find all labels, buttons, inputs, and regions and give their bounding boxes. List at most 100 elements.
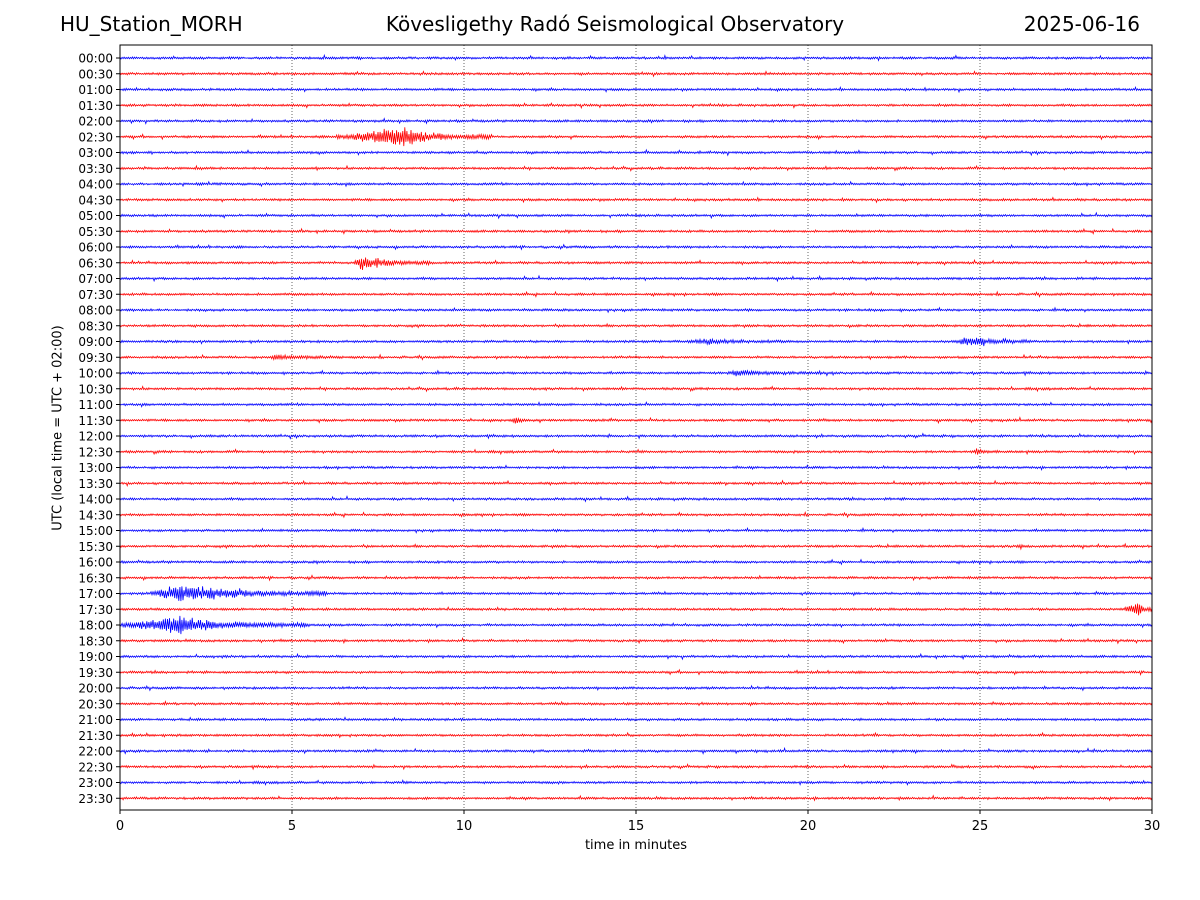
x-tick-label: 0 <box>116 819 124 834</box>
trace-0130 <box>119 102 1153 110</box>
y-tick-label: 00:00 <box>78 52 113 66</box>
trace-0230 <box>119 127 1153 147</box>
trace-1200 <box>119 432 1153 440</box>
y-tick-label: 09:30 <box>78 351 113 365</box>
y-tick-label: 16:00 <box>78 556 113 570</box>
trace-2330 <box>119 794 1153 802</box>
y-tick-label: 04:00 <box>78 178 113 192</box>
y-tick-label: 19:30 <box>78 666 113 680</box>
trace-1430 <box>119 511 1153 519</box>
y-tick-label: 22:00 <box>78 745 113 759</box>
trace-0030 <box>119 70 1153 78</box>
y-tick-label: 02:00 <box>78 115 113 129</box>
y-tick-label: 12:00 <box>78 430 113 444</box>
trace-1700 <box>119 586 1153 602</box>
x-tick-label: 30 <box>1144 819 1161 834</box>
trace-1800 <box>119 615 1153 635</box>
y-tick-label: 14:00 <box>78 493 113 507</box>
y-tick-label: 20:00 <box>78 682 113 696</box>
trace-2300 <box>119 779 1153 786</box>
trace-2030 <box>119 700 1153 707</box>
trace-1630 <box>119 574 1153 582</box>
y-axis-label: UTC (local time = UTC + 02:00) <box>50 325 66 531</box>
y-tick-label: 11:30 <box>78 414 113 428</box>
y-tick-label: 21:00 <box>78 713 113 727</box>
trace-1400 <box>119 495 1153 503</box>
y-tick-label: 06:00 <box>78 241 113 255</box>
x-tick-label: 20 <box>800 819 817 834</box>
trace-1100 <box>119 401 1153 408</box>
y-tick-label: 02:30 <box>78 130 113 144</box>
y-tick-label: 18:30 <box>78 634 113 648</box>
trace-1230 <box>119 448 1153 456</box>
y-tick-label: 05:30 <box>78 225 113 239</box>
trace-1000 <box>119 369 1153 377</box>
trace-1330 <box>119 479 1153 488</box>
y-tick-label: 13:30 <box>78 477 113 491</box>
y-tick-label: 00:30 <box>78 67 113 81</box>
trace-0700 <box>119 274 1153 283</box>
y-tick-label: 03:30 <box>78 162 113 176</box>
trace-0900 <box>119 337 1153 347</box>
trace-0330 <box>119 164 1153 172</box>
trace-0930 <box>119 353 1153 362</box>
y-tick-label: 17:00 <box>78 587 113 601</box>
station-name: HU_Station_MORH <box>60 12 243 36</box>
y-tick-label: 10:30 <box>78 382 113 396</box>
y-tick-label: 12:30 <box>78 445 113 459</box>
trace-1300 <box>119 464 1153 471</box>
trace-0630 <box>119 257 1153 271</box>
trace-1130 <box>119 416 1153 425</box>
y-tick-label: 04:30 <box>78 193 113 207</box>
y-tick-label: 08:30 <box>78 319 113 333</box>
y-tick-label: 01:00 <box>78 83 113 97</box>
y-tick-label: 15:30 <box>78 540 113 554</box>
x-axis-label: time in minutes <box>584 838 688 853</box>
y-tick-label: 15:00 <box>78 524 113 538</box>
trace-0200 <box>119 117 1153 125</box>
trace-0000 <box>119 53 1153 62</box>
trace-1900 <box>119 652 1153 661</box>
trace-0500 <box>119 211 1153 220</box>
trace-0530 <box>119 227 1153 235</box>
trace-1830 <box>119 636 1153 645</box>
y-tick-label: 23:30 <box>78 792 113 806</box>
trace-1730 <box>119 603 1153 616</box>
trace-1030 <box>119 385 1153 393</box>
y-tick-label: 16:30 <box>78 571 113 585</box>
y-tick-label: 20:30 <box>78 697 113 711</box>
trace-2000 <box>119 684 1153 692</box>
y-tick-label: 13:00 <box>78 461 113 475</box>
trace-1500 <box>119 527 1153 534</box>
y-tick-label: 11:00 <box>78 398 113 412</box>
trace-0400 <box>119 180 1153 188</box>
x-tick-label: 10 <box>456 819 473 834</box>
trace-2230 <box>119 763 1153 771</box>
y-tick-label: 07:00 <box>78 272 113 286</box>
trace-2200 <box>119 746 1153 755</box>
x-tick-label: 15 <box>628 819 645 834</box>
chart-date: 2025-06-16 <box>1023 12 1140 36</box>
y-tick-label: 14:30 <box>78 508 113 522</box>
y-tick-label: 22:30 <box>78 760 113 774</box>
trace-1930 <box>119 668 1153 676</box>
chart-title: Kövesligethy Radó Seismological Observat… <box>385 12 845 36</box>
trace-1530 <box>119 542 1153 551</box>
y-tick-label: 21:30 <box>78 729 113 743</box>
trace-2100 <box>119 716 1153 722</box>
y-tick-label: 06:30 <box>78 256 113 270</box>
x-tick-label: 5 <box>288 819 296 834</box>
trace-0800 <box>119 306 1153 314</box>
trace-0830 <box>119 322 1153 329</box>
trace-0100 <box>119 86 1153 94</box>
y-tick-label: 08:00 <box>78 304 113 318</box>
y-tick-label: 05:00 <box>78 209 113 223</box>
y-tick-label: 03:00 <box>78 146 113 160</box>
trace-0600 <box>119 243 1153 251</box>
trace-0430 <box>119 196 1153 204</box>
y-tick-label: 10:00 <box>78 367 113 381</box>
y-tick-label: 19:00 <box>78 650 113 664</box>
y-tick-label: 17:30 <box>78 603 113 617</box>
y-tick-label: 07:30 <box>78 288 113 302</box>
